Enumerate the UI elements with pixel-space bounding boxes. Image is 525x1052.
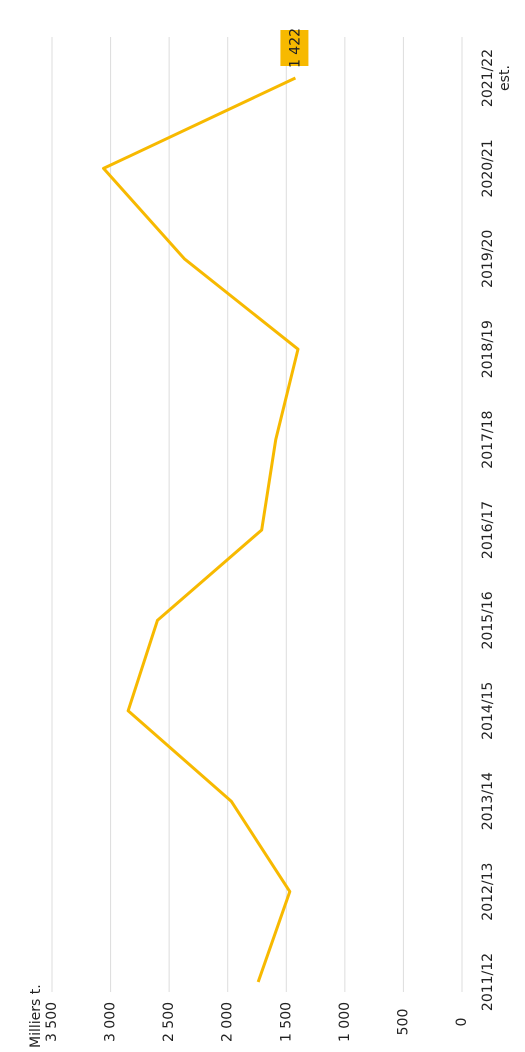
x-tick-label-box: 2012/13 (480, 862, 496, 921)
y-tick-label: 3 000 (103, 1002, 119, 1042)
x-tick-label: 2013/14 (480, 772, 496, 831)
x-tick-label-box: 2020/21 (480, 139, 496, 198)
y-tick-label: 0 (454, 1018, 470, 1027)
y-tick-label: 1 500 (278, 1002, 294, 1042)
x-tick-label-box: 2015/16 (480, 591, 496, 650)
x-tick-label-box: 2021/22 est. (480, 48, 513, 108)
x-tick-label: 2020/21 (480, 139, 496, 198)
y-tick-label: 3 500 (44, 1002, 60, 1042)
x-tick-label: 2011/12 (480, 952, 496, 1012)
y-tick-label: 2 500 (161, 1002, 177, 1042)
x-tick-label: 2017/18 (480, 410, 496, 469)
x-tick-label-box: 2013/14 (480, 772, 496, 831)
x-tick-label-box: 2011/12 (480, 952, 496, 1012)
x-tick-label: 2021/22 est. (480, 48, 513, 108)
x-tick-label: 2012/13 (480, 862, 496, 921)
y-tick-label: 1 000 (337, 1002, 353, 1042)
x-tick-label: 2018/19 (480, 320, 496, 379)
x-tick-label: 2019/20 (480, 229, 496, 288)
x-tick-label: 2014/15 (480, 681, 496, 740)
y-tick-label: 500 (395, 1009, 411, 1036)
x-tick-label-box: 2018/19 (480, 320, 496, 379)
x-tick-label-box: 2019/20 (480, 229, 496, 288)
data-line (102, 76, 300, 983)
x-tick-label-box: 2016/17 (480, 500, 496, 560)
x-tick-label-box: 2017/18 (480, 410, 496, 469)
x-tick-label: 2016/17 (480, 500, 496, 560)
x-tick-label: 2015/16 (480, 591, 496, 650)
value-label-bg (280, 30, 309, 66)
y-axis-title: Milliers t. (28, 984, 44, 1048)
y-tick-label: 2 000 (220, 1002, 236, 1042)
value-label: 1 422 (287, 28, 303, 68)
x-tick-label-box: 2014/15 (480, 681, 496, 740)
